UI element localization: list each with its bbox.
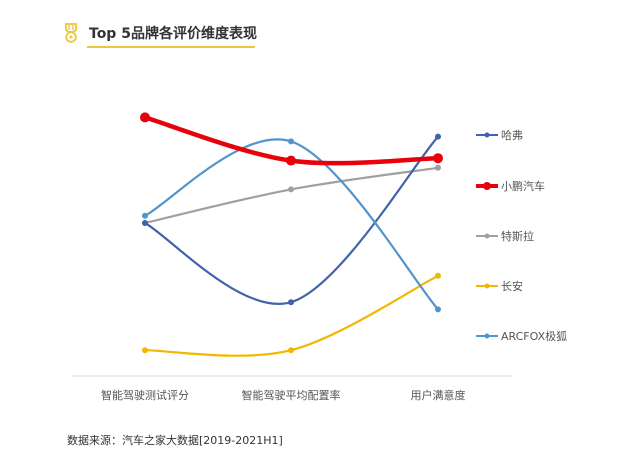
chart-title: Top 5品牌各评价维度表现: [89, 26, 257, 42]
data-point[interactable]: [142, 347, 148, 354]
data-point[interactable]: [288, 299, 294, 306]
legend-item-haval[interactable]: 哈弗: [476, 128, 523, 142]
legend-item-xpeng[interactable]: 小鹏汽车: [476, 179, 545, 193]
data-point[interactable]: [433, 153, 443, 164]
legend-label: 哈弗: [501, 128, 523, 142]
legend-label: 特斯拉: [501, 229, 534, 243]
data-point[interactable]: [140, 112, 150, 123]
series-layer: [140, 112, 443, 357]
data-point[interactable]: [288, 186, 294, 193]
data-point[interactable]: [288, 347, 294, 354]
data-point[interactable]: [286, 155, 296, 166]
series-line: [143, 274, 440, 357]
legend-label: 小鹏汽车: [501, 179, 545, 193]
legend-item-tesla[interactable]: 特斯拉: [476, 229, 534, 243]
legend-label: ARCFOX极狐: [501, 329, 567, 343]
legend-label: 长安: [501, 279, 523, 293]
data-point[interactable]: [142, 220, 148, 226]
chart-header: Top 5品牌各评价维度表现: [63, 20, 257, 46]
legend: 哈弗 小鹏汽车 特斯拉 长安 ARCFOX极狐: [476, 128, 567, 343]
x-tick-label: 用户满意度: [411, 388, 466, 402]
data-point[interactable]: [288, 138, 294, 145]
data-point[interactable]: [435, 306, 441, 313]
data-point[interactable]: [142, 212, 148, 219]
x-tick-label: 智能驾驶平均配置率: [242, 388, 341, 402]
data-point[interactable]: [435, 133, 441, 140]
data-source-note: 数据来源：汽车之家大数据[2019-2021H1]: [67, 434, 283, 447]
data-point[interactable]: [435, 272, 441, 279]
legend-item-arcfox[interactable]: ARCFOX极狐: [476, 329, 567, 343]
x-axis-labels: 智能驾驶测试评分 智能驾驶平均配置率 用户满意度: [101, 388, 466, 402]
data-point[interactable]: [435, 164, 441, 171]
legend-item-changan[interactable]: 长安: [476, 279, 523, 293]
x-tick-label: 智能驾驶测试评分: [101, 388, 189, 402]
title-underline: [87, 46, 255, 48]
medal-icon: [65, 23, 77, 43]
